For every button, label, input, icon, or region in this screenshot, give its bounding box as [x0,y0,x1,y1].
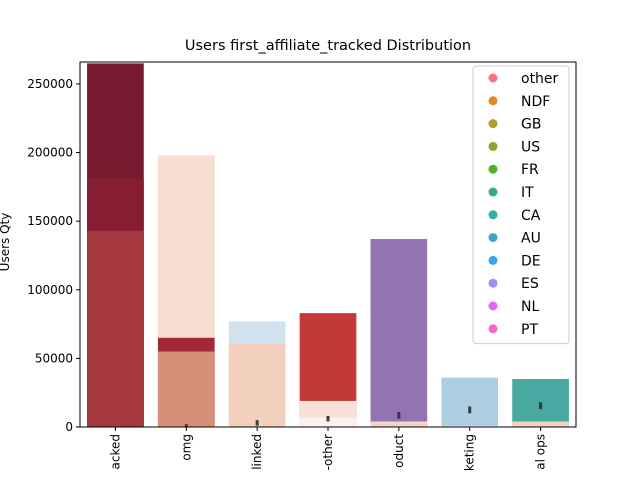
x-tick-label-marketing: keting [463,434,477,471]
x-tick-label-linked: linked [250,434,264,470]
legend-label-CA: CA [521,208,541,224]
legend-marker-GB [488,119,498,129]
legend: other NDF GB US FR IT CA AU DE ES NL PT [472,65,570,345]
legend-label-IT: IT [521,185,534,201]
legend-label-AU: AU [521,231,541,247]
y-tick-label: 150000 [27,214,73,228]
bar-product-layer-0 [370,239,428,427]
y-tick-label: 250000 [27,77,73,91]
bar-marketing-layer-1 [441,425,499,427]
legend-frame [472,65,570,345]
y-tick-label: 0 [65,420,73,434]
bar-tracked-other-layer-2 [299,417,357,427]
bar-untracked-layer-2 [87,230,144,427]
chart-title: Users first_affiliate_tracked Distributi… [185,38,471,54]
x-tick-label-local ops: al ops [534,434,548,470]
bar-omg-layer-2 [157,351,215,427]
x-tick-label-product: oduct [392,434,406,468]
x-tick-label-untracked: acked [108,434,122,469]
legend-marker-NL [488,301,498,311]
legend-marker-US [488,141,498,151]
bar-local ops-layer-1 [512,421,569,427]
legend-marker-DE [488,255,498,265]
bar-marketing-layer-0 [441,377,499,427]
legend-marker-other [488,73,498,83]
legend-marker-IT [488,187,498,197]
legend-marker-PT [488,324,498,334]
bar-product-layer-2 [370,423,428,427]
legend-marker-NDF [488,96,498,106]
legend-marker-ES [488,278,498,288]
y-tick-label: 50000 [35,351,73,365]
legend-marker-AU [488,233,498,243]
y-tick-label: 200000 [27,146,73,160]
legend-marker-CA [488,210,498,220]
legend-label-NL: NL [521,299,539,315]
y-axis-label: Users Qty [0,213,12,272]
legend-label-FR: FR [521,162,539,178]
legend-label-other: other [521,71,559,87]
legend-marker-FR [488,164,498,174]
legend-label-PT: PT [521,322,538,338]
x-tick-label-tracked-other: -other [321,434,335,471]
plot-area: 0 50000 100000 150000 200000 250000 acked omg li… [27,61,577,471]
legend-label-GB: GB [521,117,541,133]
legend-label-NDF: NDF [521,94,550,110]
legend-label-US: US [521,139,540,155]
bar-linked-layer-1 [228,343,286,427]
x-tick-label-omg: omg [179,434,193,461]
y-tick-label: 100000 [27,283,73,297]
legend-label-DE: DE [521,253,541,269]
legend-label-ES: ES [521,276,539,292]
